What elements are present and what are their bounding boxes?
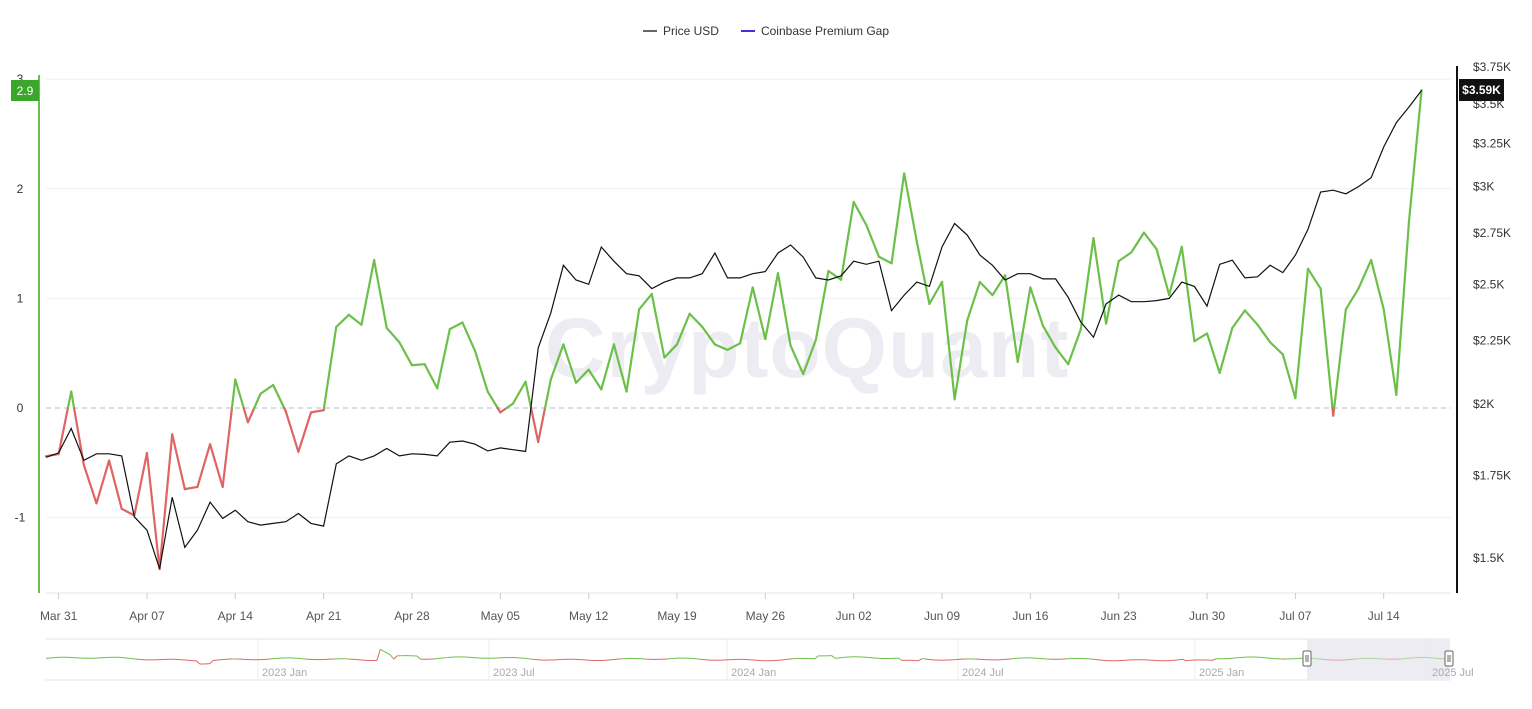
left-axis-tick: -1 xyxy=(15,511,26,525)
x-axis-tick: Jun 30 xyxy=(1189,609,1225,623)
right-axis-tick: $3K xyxy=(1473,180,1494,194)
navigator-label: 2023 Jul xyxy=(493,667,535,679)
navigator[interactable]: 2023 Jan 2023 Jul 2024 Jan 2024 Jul 2025 Jan… xyxy=(45,638,1474,681)
x-axis-tick: May 12 xyxy=(569,609,609,623)
legend-item-premium-gap[interactable]: Coinbase Premium Gap xyxy=(740,24,890,38)
x-axis-tick: Mar 31 xyxy=(40,609,78,623)
current-price-badge: $3.59K xyxy=(1459,79,1504,101)
x-axis-tick: Apr 28 xyxy=(394,609,430,623)
premium-gap-swatch-icon xyxy=(740,30,755,32)
chart-legend: Price USD Coinbase Premium Gap xyxy=(0,24,1532,38)
x-axis-tick: May 05 xyxy=(481,609,521,623)
x-axis-tick: Apr 14 xyxy=(218,609,254,623)
right-axis-tick: $2.75K xyxy=(1473,226,1511,240)
navigator-left-handle[interactable] xyxy=(1302,650,1312,667)
navigator-label: 2024 Jan xyxy=(731,667,776,679)
x-axis-tick: Apr 07 xyxy=(129,609,165,623)
gridlines xyxy=(46,78,1451,519)
right-axis-tick: $2K xyxy=(1473,397,1494,411)
right-axis-tick: $2.25K xyxy=(1473,334,1511,348)
navigator-right-handle[interactable] xyxy=(1444,650,1454,667)
right-axis-tick: $2.5K xyxy=(1473,277,1504,291)
left-axis-tick: 1 xyxy=(17,291,24,305)
current-premium-badge: 2.9 xyxy=(11,80,39,101)
navigator-label: 2025 Jan xyxy=(1199,667,1244,679)
navigator-label: 2023 Jan xyxy=(262,667,307,679)
x-axis-tick: May 26 xyxy=(746,609,786,623)
legend-item-price-usd[interactable]: Price USD xyxy=(642,24,719,38)
right-axis-tick: $1.5K xyxy=(1473,551,1504,565)
right-axis-tick: $3.75K xyxy=(1473,60,1511,74)
left-axis: 3 2 1 0 -1 xyxy=(15,72,40,593)
x-axis-tick: Jul 07 xyxy=(1279,609,1311,623)
right-axis-tick: $3.25K xyxy=(1473,137,1511,151)
navigator-label: 2024 Jul xyxy=(962,667,1004,679)
left-axis-tick: 0 xyxy=(17,401,24,415)
left-axis-tick: 3 xyxy=(17,72,24,86)
x-axis-tick: May 19 xyxy=(657,609,697,623)
x-axis: Mar 31 Apr 07 Apr 14 Apr 21 Apr 28 May 05 May … xyxy=(40,592,1451,623)
navigator-label: 2025 Jul xyxy=(1432,667,1474,679)
legend-label-premium-gap: Coinbase Premium Gap xyxy=(760,24,890,38)
x-axis-tick: Jun 23 xyxy=(1101,609,1137,623)
x-axis-tick: Jun 02 xyxy=(836,609,872,623)
right-axis-tick: $1.75K xyxy=(1473,468,1511,482)
price-line-swatch-icon xyxy=(642,30,657,32)
x-axis-tick: Jun 09 xyxy=(924,609,960,623)
right-axis: $3.75K$3.5K$3.25K$3K$2.75K$2.5K$2.25K$2K… xyxy=(1456,60,1511,593)
x-axis-tick: Jul 14 xyxy=(1368,609,1400,623)
left-axis-tick: 2 xyxy=(17,182,24,196)
x-axis-tick: Apr 21 xyxy=(306,609,342,623)
series-lines xyxy=(44,89,1423,571)
legend-label-price: Price USD xyxy=(662,24,719,38)
price-line xyxy=(45,90,1423,569)
x-axis-tick: Jun 16 xyxy=(1012,609,1048,623)
